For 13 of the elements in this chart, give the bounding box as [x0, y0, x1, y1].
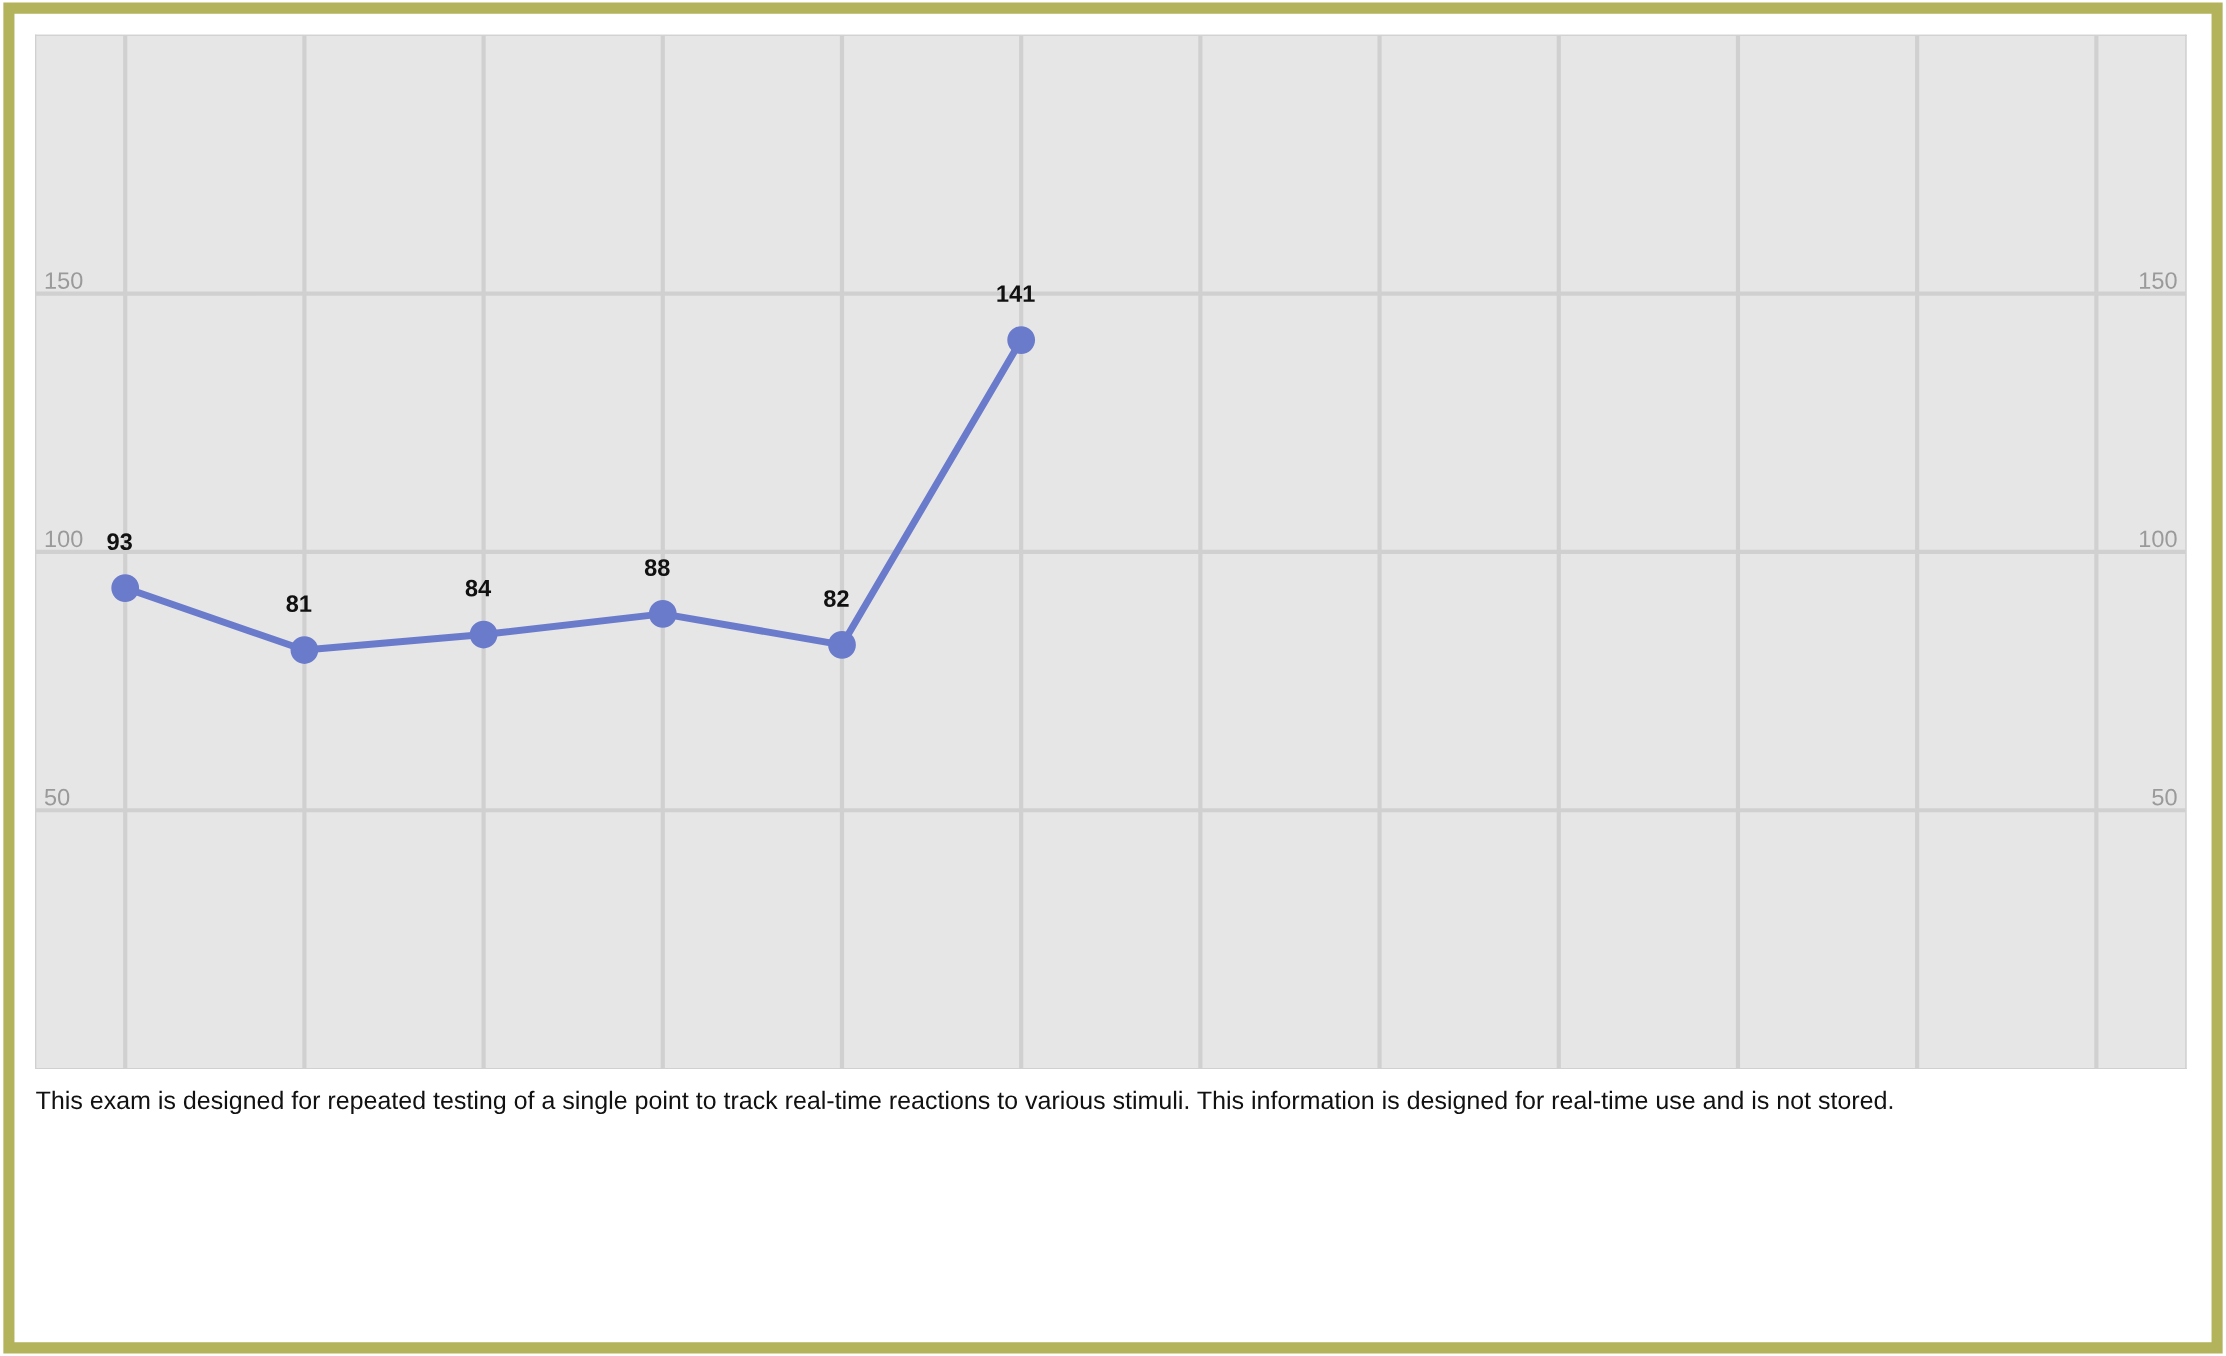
data-label: 84	[465, 579, 492, 597]
data-label: 82	[824, 590, 849, 607]
data-label: 88	[644, 559, 670, 576]
y-tick-label: 50	[44, 788, 70, 806]
data-label: 141	[997, 285, 1035, 302]
y2-tick-label: 150	[2140, 272, 2177, 289]
data-label: 93	[107, 533, 132, 551]
y-tick-label: 100	[45, 530, 83, 548]
y-tick-label: 150	[45, 272, 83, 289]
data-label: 81	[286, 595, 312, 613]
y2-tick-label: 50	[2152, 788, 2177, 806]
y2-tick-label: 100	[2140, 530, 2177, 548]
text: This exam is designed for repeated testing of a single point to track real-time reactions to various stimuli. This information is designed for real-time use and is not stored.	[36, 1090, 1893, 1115]
